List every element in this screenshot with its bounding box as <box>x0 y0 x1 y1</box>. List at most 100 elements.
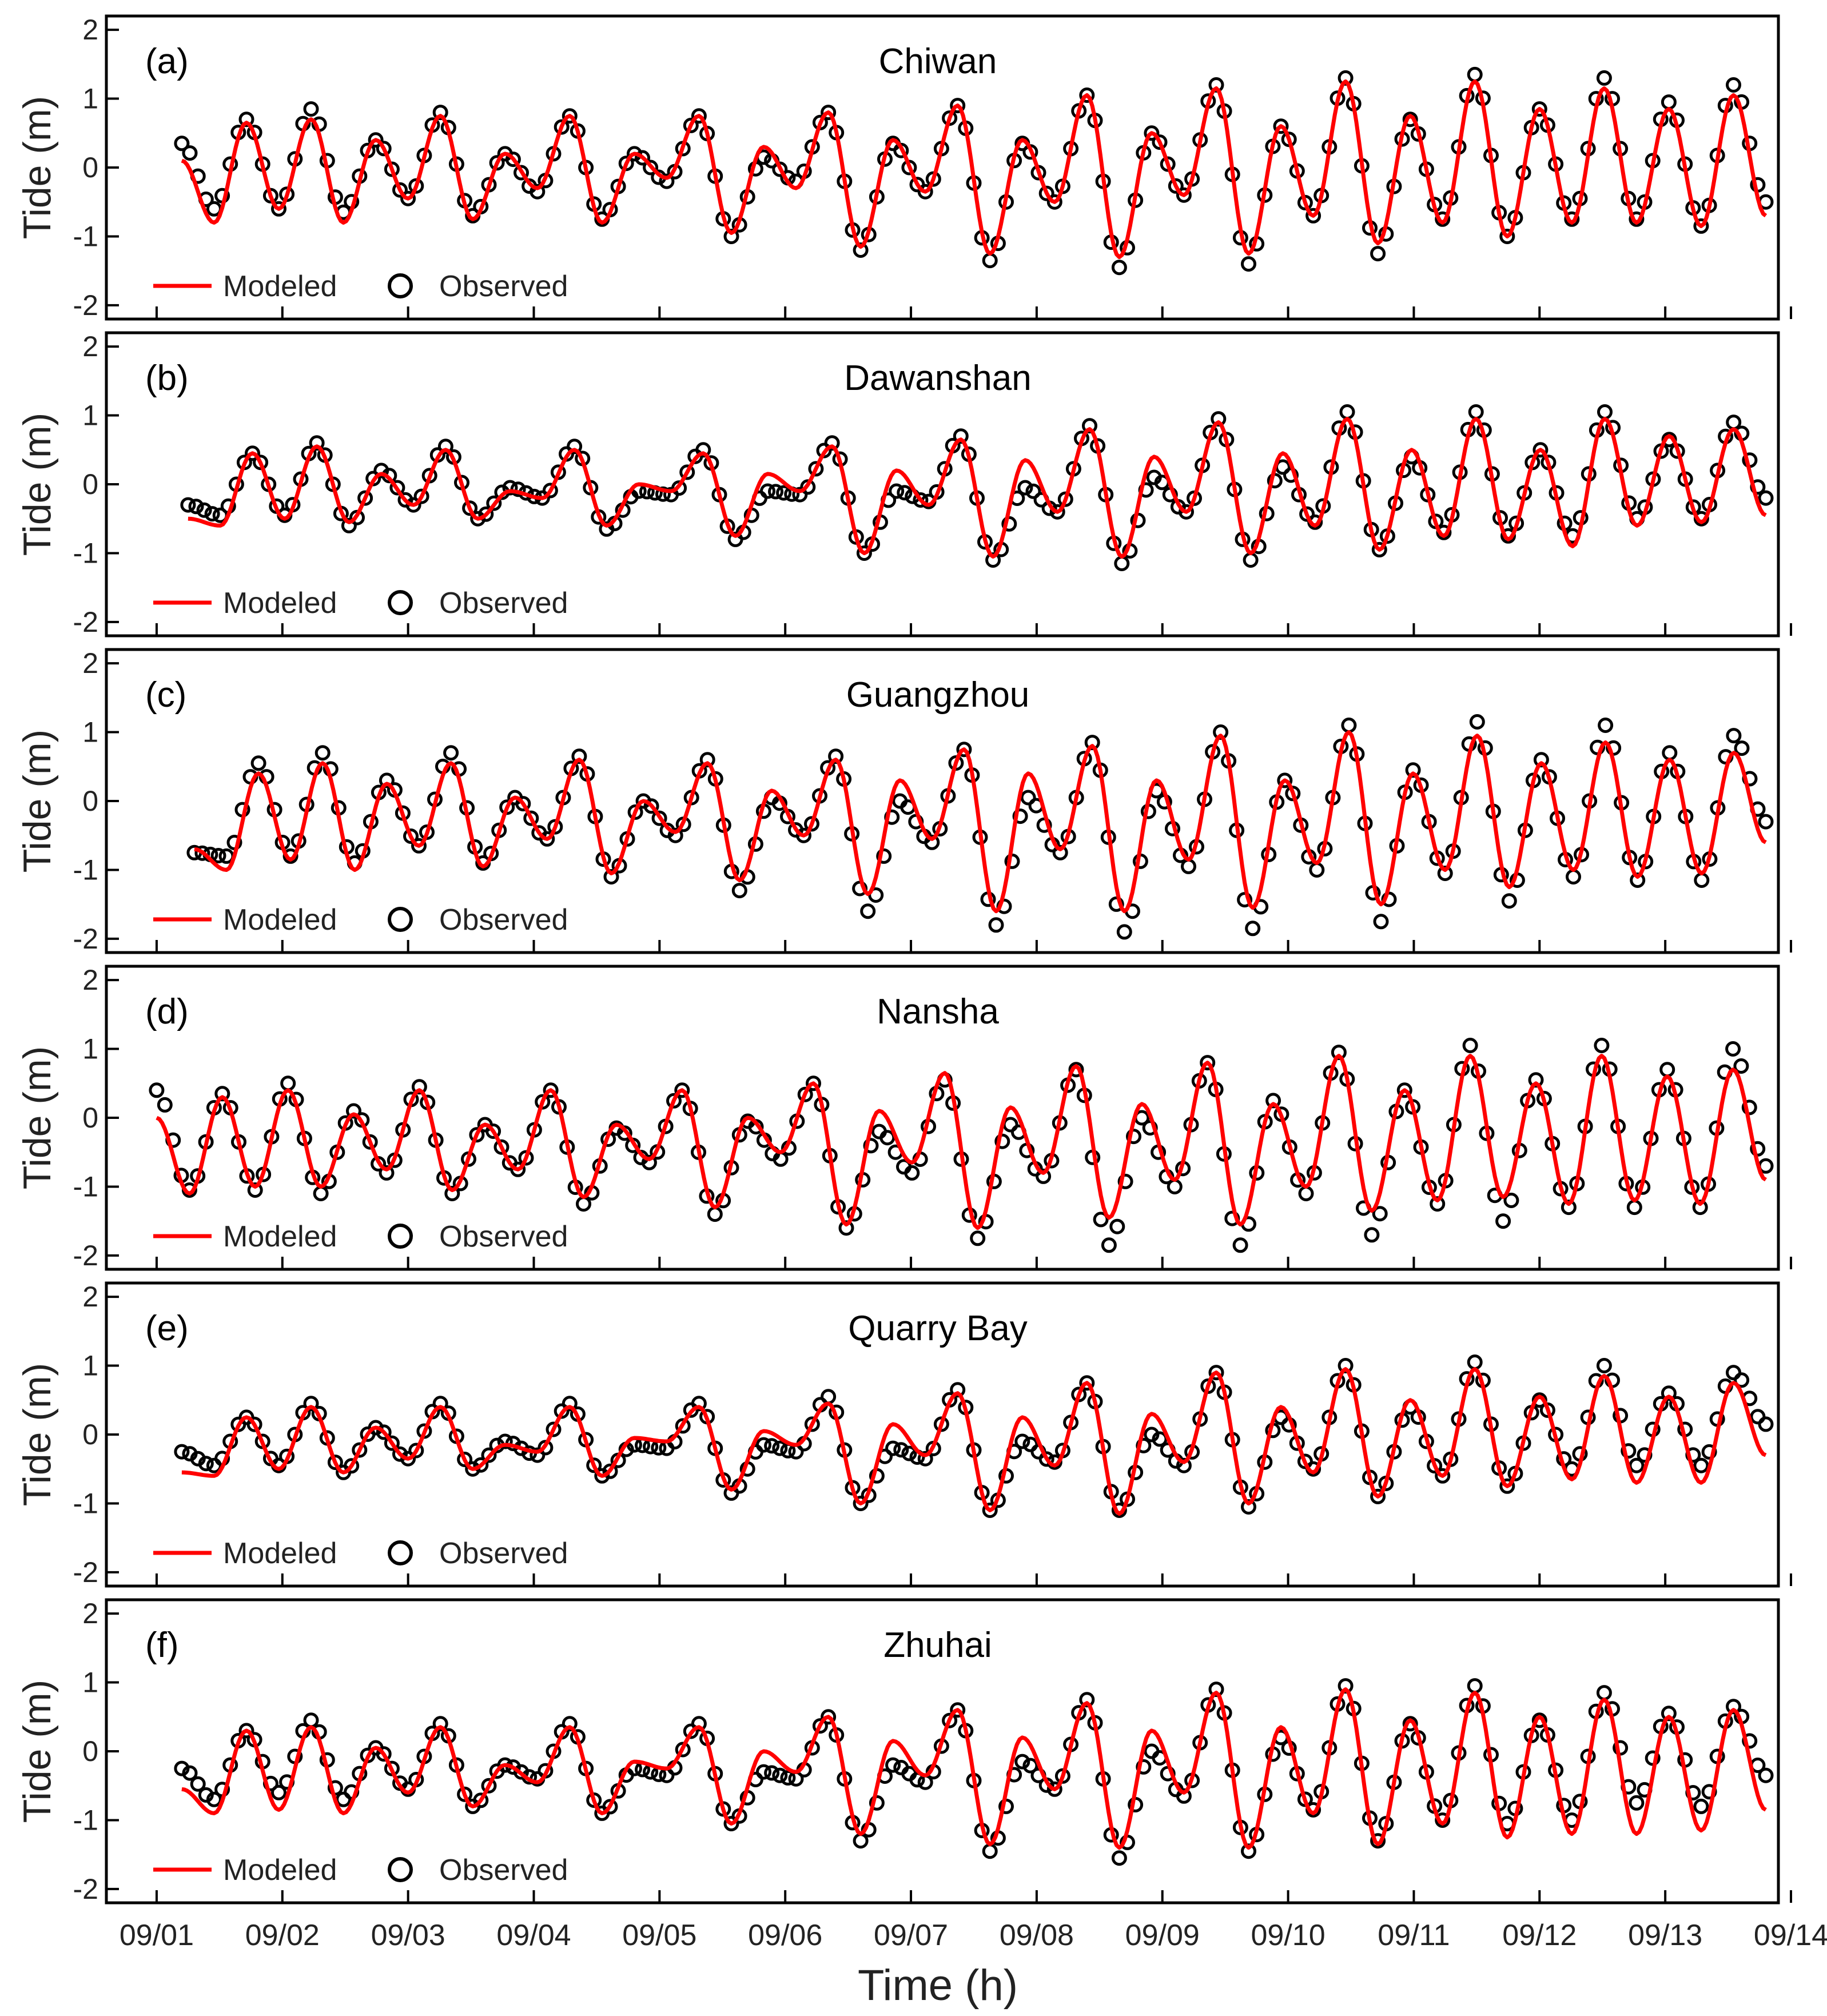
observed-point <box>1630 872 1646 888</box>
observed-point <box>392 182 408 198</box>
observed-point <box>547 819 563 835</box>
observed-point <box>313 1186 329 1201</box>
observed-point <box>1659 1062 1675 1078</box>
y-tick-label: -2 <box>73 1240 98 1272</box>
observed-point <box>1467 1354 1483 1370</box>
observed-point <box>616 1125 632 1141</box>
observed-point <box>515 796 531 812</box>
observed-point <box>1469 714 1485 730</box>
observed-point <box>985 552 1001 568</box>
x-tick-label: 09/04 <box>496 1919 571 1952</box>
observed-point <box>280 1075 296 1091</box>
observed-point <box>691 1716 707 1732</box>
observed-point <box>198 1787 214 1803</box>
observed-point <box>1241 1499 1256 1515</box>
observed-point <box>1126 1129 1141 1145</box>
y-tick-label: 0 <box>82 468 98 500</box>
y-tick-label: 2 <box>82 14 98 46</box>
observed-point <box>1661 1385 1677 1401</box>
observed-series <box>174 1354 1774 1518</box>
observed-point <box>780 1770 796 1786</box>
observed-point <box>1661 94 1677 110</box>
observed-point <box>1596 1358 1612 1373</box>
x-tick-label: 09/07 <box>874 1919 948 1952</box>
observed-point <box>571 748 587 764</box>
observed-point <box>1370 1833 1386 1849</box>
legend-modeled-label: Modeled <box>223 270 337 303</box>
observed-point <box>403 828 419 844</box>
observed-point <box>942 1712 958 1728</box>
observed-point <box>1396 1082 1412 1098</box>
observed-point <box>1168 178 1184 194</box>
observed-point <box>776 485 792 501</box>
observed-point <box>1068 1062 1084 1078</box>
y-axis-label: Tide (m) <box>15 1046 59 1190</box>
observed-point <box>760 483 775 499</box>
observed-point <box>731 883 747 899</box>
observed-point <box>1014 1433 1030 1449</box>
legend-observed-swatch <box>388 907 413 932</box>
observed-point <box>1167 1179 1183 1194</box>
x-tick-label: 09/03 <box>371 1919 445 1952</box>
observed-point <box>988 917 1004 933</box>
y-tick-label: 2 <box>82 1597 98 1629</box>
y-tick-label: -2 <box>73 923 98 955</box>
observed-point <box>863 1138 879 1154</box>
observed-point <box>869 1795 885 1811</box>
observed-point <box>950 98 966 114</box>
observed-point <box>478 506 494 522</box>
observed-point <box>603 869 619 885</box>
observed-point <box>1430 1196 1446 1212</box>
x-tick-label: 09/14 <box>1754 1919 1827 1952</box>
observed-point <box>1200 1055 1216 1071</box>
observed-point <box>1241 256 1256 272</box>
observed-point <box>182 145 198 161</box>
observed-point <box>204 506 220 522</box>
observed-point <box>1338 1358 1354 1373</box>
panel-title: Chiwan <box>879 42 997 81</box>
panel-6: -2 -1 0 1 2 Tide (m) (f) Zhuhai Modeled Observed <box>15 1597 1792 1905</box>
legend-modeled-label: Modeled <box>223 1220 337 1253</box>
observed-point <box>1298 1186 1314 1201</box>
observed-point <box>542 483 558 499</box>
observed-point <box>1114 556 1130 571</box>
observed-point <box>1025 483 1041 499</box>
observed-point <box>303 1712 319 1728</box>
observed-point <box>469 1127 485 1143</box>
plot-frame <box>105 1281 1780 1588</box>
observed-point <box>368 132 384 148</box>
observed-point <box>1629 1457 1645 1473</box>
observed-point <box>1049 504 1065 520</box>
observed-point <box>497 1433 513 1449</box>
observed-point <box>917 184 933 200</box>
observed-point <box>1701 1444 1717 1460</box>
observed-point <box>282 848 298 864</box>
legend-observed-swatch <box>388 590 413 615</box>
observed-point <box>1101 1237 1117 1253</box>
observed-point <box>379 772 395 788</box>
observed-point <box>1144 1427 1160 1443</box>
observed-point <box>1533 442 1549 458</box>
observed-point <box>1299 506 1315 522</box>
observed-point <box>655 486 671 502</box>
panel-label: (d) <box>145 992 189 1031</box>
observed-point <box>562 1716 578 1732</box>
observed-point <box>1661 432 1677 448</box>
observed-point <box>1758 814 1774 830</box>
observed-point <box>432 1716 448 1732</box>
plot-frame <box>105 331 1780 638</box>
observed-point <box>838 1220 854 1236</box>
observed-point <box>772 1440 788 1456</box>
observed-point <box>1331 1045 1347 1061</box>
modeled-line <box>181 79 1768 260</box>
observed-point <box>1501 893 1517 909</box>
y-tick-label: -2 <box>73 606 98 638</box>
observed-point <box>530 1447 546 1463</box>
panel-label: (b) <box>145 358 189 398</box>
observed-point <box>796 827 811 843</box>
observed-point <box>707 1206 723 1222</box>
observed-point <box>1338 1678 1354 1694</box>
observed-point <box>1232 1237 1248 1253</box>
observed-point <box>1237 892 1253 908</box>
